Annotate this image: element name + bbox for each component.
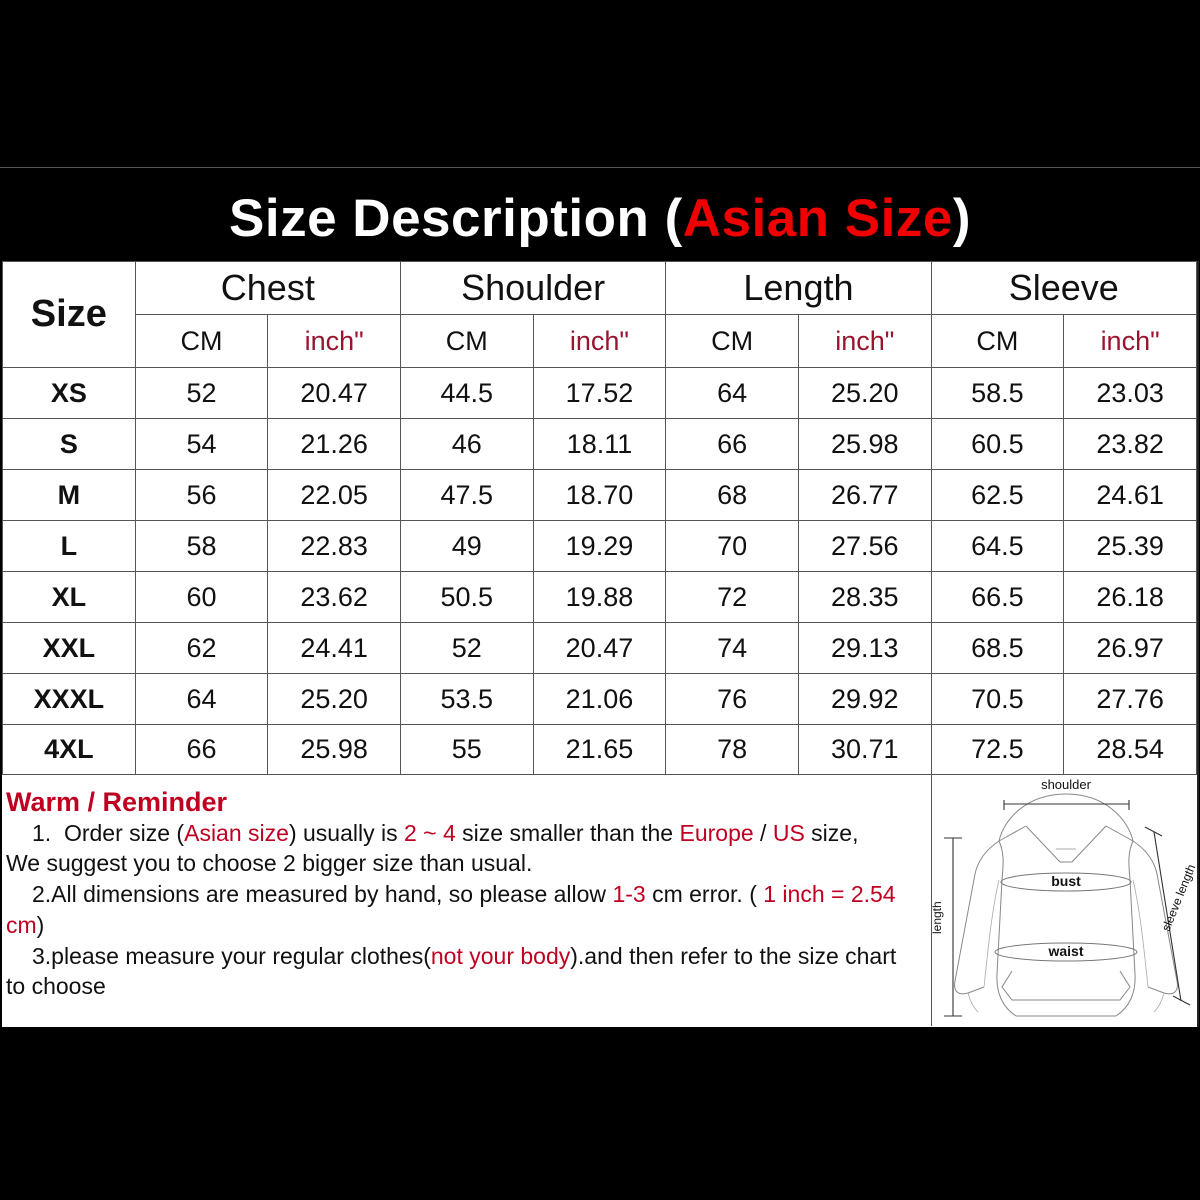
svg-text:waist: waist — [1047, 943, 1083, 959]
svg-text:length: length — [932, 901, 944, 934]
svg-text:shoulder: shoulder — [1041, 777, 1092, 792]
svg-text:bust: bust — [1051, 873, 1081, 889]
